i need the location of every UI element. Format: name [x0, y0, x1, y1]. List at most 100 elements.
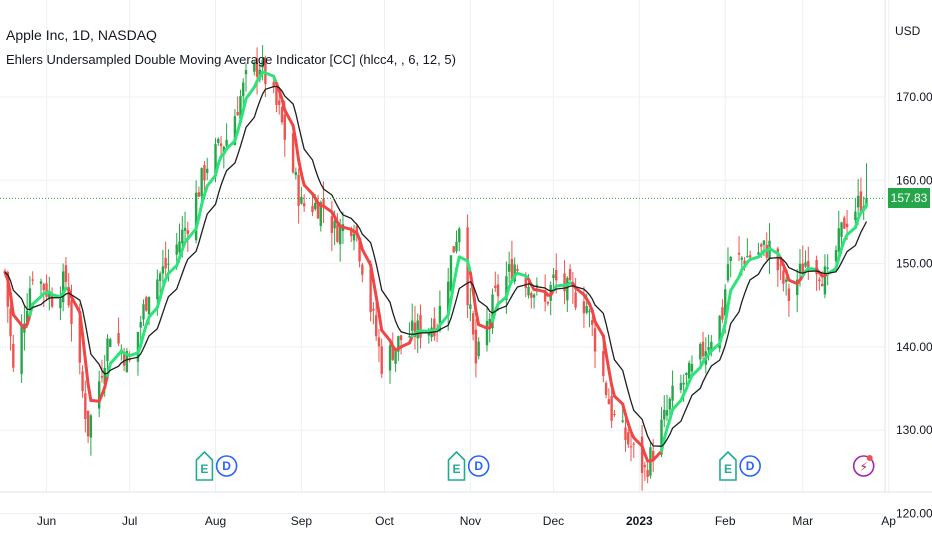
candle-body — [743, 260, 746, 265]
candle-body — [762, 240, 766, 245]
event-markers[interactable]: E D E D E D ⚡ — [195, 450, 875, 481]
candle-body — [106, 338, 109, 362]
candle-body — [474, 329, 478, 364]
fast-ma-segment — [623, 412, 630, 426]
price-axis[interactable]: 120.00 130.00 140.00 150.00 160.00 170.00 — [896, 90, 932, 521]
candle-body — [726, 264, 730, 281]
candle-body — [369, 268, 372, 312]
candle-body — [233, 116, 237, 145]
candle-body — [527, 286, 530, 296]
candle-body — [757, 252, 760, 255]
earnings-icon — [447, 450, 466, 481]
fast-ma-segment — [449, 282, 456, 302]
candle-body — [516, 268, 519, 272]
fast-ma-segment — [845, 226, 857, 237]
candle-body — [9, 308, 12, 337]
fast-ma-segment — [158, 286, 165, 300]
fast-ma-segment — [668, 408, 675, 422]
candle-body — [843, 217, 846, 229]
candles — [3, 45, 868, 491]
fast-ma-segment — [358, 237, 364, 251]
candle-body — [530, 293, 533, 298]
candle-body — [449, 255, 453, 291]
candle-body — [397, 336, 400, 352]
earnings-icon-label: E — [200, 462, 208, 476]
fast-ma-segment — [11, 313, 24, 327]
dividend-icon-label: D — [474, 459, 483, 473]
candle-body — [488, 318, 491, 326]
candle-body — [291, 133, 295, 173]
fast-ma-segment — [283, 108, 295, 128]
candle-body — [607, 399, 611, 405]
candle-body — [671, 385, 674, 401]
indicator-lines — [3, 70, 868, 463]
candle-body — [20, 324, 23, 374]
earnings-icon-label: E — [453, 462, 461, 476]
candle-body — [394, 348, 397, 364]
candle-body — [685, 372, 688, 375]
candle-body — [840, 222, 843, 237]
candle-body — [244, 70, 248, 75]
fast-ma-segment — [233, 129, 240, 143]
fast-ma-segment — [452, 267, 459, 286]
candle-body — [471, 313, 475, 335]
indicator-legend[interactable]: Ehlers Undersampled Double Moving Averag… — [6, 52, 456, 67]
candle-body — [352, 233, 356, 241]
fast-ma-segment — [853, 217, 860, 230]
candle-body — [721, 307, 724, 320]
candle-body — [552, 274, 555, 279]
candle-body — [624, 427, 627, 440]
candle-body — [164, 257, 167, 269]
candle-body — [330, 216, 334, 233]
candle-body — [646, 469, 649, 478]
candle-body — [574, 292, 577, 308]
fast-ma-segment — [438, 313, 450, 327]
candle-body — [610, 396, 613, 421]
chart-title: Apple Inc, 1D, NASDAQ — [6, 27, 157, 43]
candle-body — [206, 168, 209, 173]
fast-ma-segment — [399, 341, 411, 349]
fast-ma-segment — [662, 426, 669, 441]
time-tick-label: Nov — [460, 514, 481, 528]
candle-body — [219, 143, 223, 147]
candle-body — [524, 277, 527, 289]
candle-body — [632, 443, 635, 445]
fast-ma-segment — [69, 295, 82, 314]
candle-body — [513, 264, 516, 282]
candle-body — [740, 257, 744, 260]
slow-ma-line — [4, 85, 868, 447]
fast-ma-segment — [83, 358, 90, 386]
candle-body — [391, 346, 394, 360]
fast-ma-segment — [214, 162, 220, 177]
candle-body — [50, 295, 54, 307]
candle-body — [469, 304, 472, 309]
candle-body — [338, 224, 342, 245]
candle-body — [225, 139, 228, 146]
candle-body — [377, 337, 381, 347]
fast-ma-segment — [371, 279, 378, 298]
dividend-icon — [739, 455, 761, 477]
candle-body — [834, 250, 838, 262]
fast-ma-segment — [723, 304, 730, 325]
candle-body — [455, 241, 458, 252]
candle-body — [682, 382, 685, 385]
candle-body — [314, 202, 317, 210]
fast-ma-segment — [302, 183, 314, 196]
time-tick-label: Feb — [715, 514, 736, 528]
candle-body — [510, 258, 514, 281]
candle-body — [316, 203, 320, 219]
fast-ma-segment — [108, 352, 121, 366]
fast-ma-segment — [604, 352, 611, 372]
candle-body — [784, 279, 788, 282]
time-axis[interactable]: Jun Jul Aug Sep Oct Nov Dec 2023 Feb Mar Ap — [37, 514, 896, 528]
candle-body — [272, 81, 275, 88]
fast-ma-segment — [142, 323, 148, 336]
price-tick-label: 140.00 — [896, 340, 932, 354]
candle-body — [651, 450, 655, 459]
time-tick-label: Mar — [792, 514, 813, 528]
earnings-icon-label: E — [724, 462, 732, 476]
candle-body — [593, 328, 597, 352]
fast-ma-segment — [277, 88, 284, 101]
candle-body — [582, 301, 586, 314]
